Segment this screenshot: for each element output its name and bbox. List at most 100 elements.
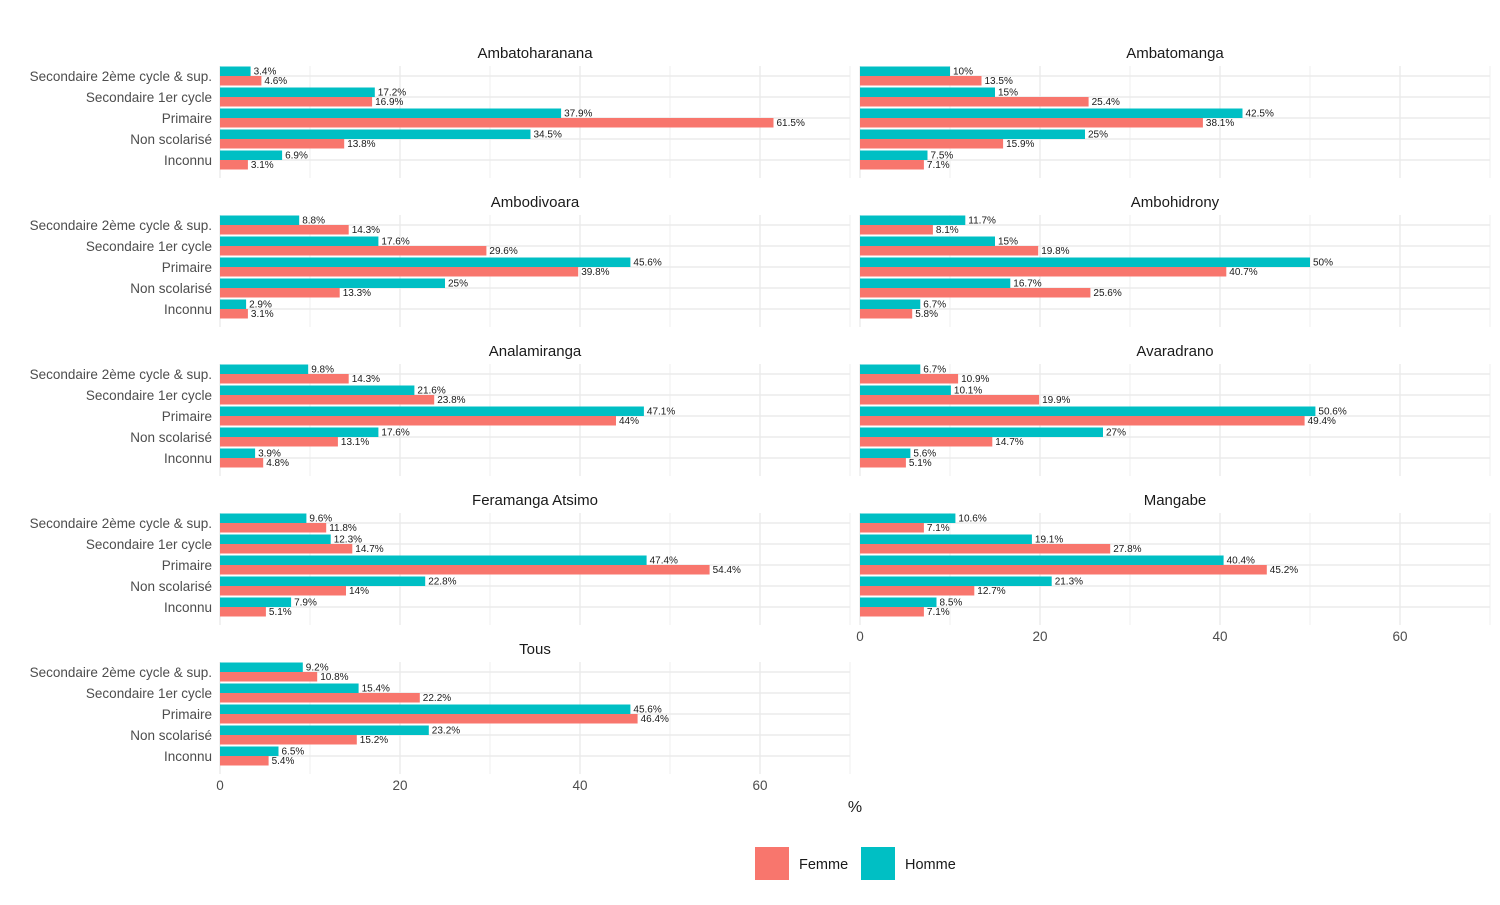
bar-femme <box>860 395 1040 405</box>
legend-label: Femme <box>799 857 848 873</box>
bar-homme <box>860 576 1052 586</box>
data-label: 11.8% <box>329 523 357 534</box>
bar-homme <box>860 278 1011 288</box>
data-label: 21.3% <box>1055 577 1083 588</box>
data-label: 17.2% <box>378 88 406 99</box>
bar-homme <box>220 236 379 246</box>
bar-femme <box>220 246 487 256</box>
category-label: Primaire <box>162 409 212 424</box>
bar-femme <box>220 714 638 724</box>
bar-femme <box>860 416 1305 426</box>
legend-swatch-homme <box>861 847 895 880</box>
data-label: 15.4% <box>362 684 390 695</box>
category-label: Secondaire 1er cycle <box>86 388 212 403</box>
category-label: Inconnu <box>164 600 212 615</box>
bar-homme <box>860 513 956 523</box>
data-label: 47.4% <box>650 556 678 567</box>
data-label: 12.3% <box>334 535 362 546</box>
data-label: 42.5% <box>1246 109 1274 120</box>
panel-title: Feramanga Atsimo <box>472 492 598 509</box>
x-tick-label: 0 <box>856 629 864 644</box>
data-label: 16.9% <box>375 97 403 108</box>
data-label: 61.5% <box>777 118 805 129</box>
data-label: 7.1% <box>927 523 950 534</box>
bar-femme <box>220 416 616 426</box>
bar-femme <box>220 267 579 277</box>
bar-femme <box>220 735 357 745</box>
bar-femme <box>860 76 982 86</box>
category-label: Secondaire 1er cycle <box>86 90 212 105</box>
bar-homme <box>220 215 300 225</box>
panel-title: Analamiranga <box>489 343 582 360</box>
data-label: 9.2% <box>306 663 329 674</box>
data-label: 19.1% <box>1035 535 1063 546</box>
bar-femme <box>220 672 318 682</box>
x-tick-label: 40 <box>572 778 587 793</box>
bar-femme <box>860 246 1039 256</box>
bar-femme <box>860 586 975 596</box>
data-label: 17.6% <box>381 428 409 439</box>
bar-homme <box>220 299 247 309</box>
bar-homme <box>860 215 966 225</box>
bar-homme <box>220 66 251 76</box>
bar-femme <box>220 118 774 128</box>
data-label: 4.6% <box>264 76 287 87</box>
category-label: Non scolarisé <box>130 728 212 743</box>
data-label: 45.6% <box>633 705 661 716</box>
legend-swatch-femme <box>755 847 789 880</box>
bar-homme <box>220 427 379 437</box>
bar-homme <box>220 108 562 118</box>
data-label: 10.8% <box>320 672 348 683</box>
category-label: Secondaire 2ème cycle & sup. <box>30 367 212 382</box>
bar-homme <box>860 129 1085 139</box>
bar-homme <box>860 108 1243 118</box>
bar-femme <box>860 139 1004 149</box>
bar-homme <box>860 427 1103 437</box>
data-label: 37.9% <box>564 109 592 120</box>
bar-homme <box>220 150 283 160</box>
bar-homme <box>860 597 937 607</box>
data-label: 44% <box>619 416 639 427</box>
bar-femme <box>220 309 248 319</box>
bar-homme <box>220 597 292 607</box>
data-label: 5.4% <box>272 756 295 767</box>
bar-femme <box>220 97 373 107</box>
category-label: Secondaire 1er cycle <box>86 537 212 552</box>
x-tick-label: 40 <box>1212 629 1227 644</box>
data-label: 9.8% <box>311 365 334 376</box>
bar-femme <box>220 160 248 170</box>
data-label: 7.1% <box>927 607 950 618</box>
bar-homme <box>860 448 911 458</box>
bar-femme <box>220 565 710 575</box>
bar-homme <box>860 257 1310 267</box>
bar-femme <box>220 395 435 405</box>
bar-homme <box>860 66 950 76</box>
data-label: 8.1% <box>936 225 959 236</box>
data-label: 14.3% <box>352 225 380 236</box>
data-label: 10.6% <box>958 514 986 525</box>
bar-femme <box>860 225 933 235</box>
data-label: 3.1% <box>251 309 274 320</box>
bar-femme <box>220 607 266 617</box>
bar-homme <box>220 448 256 458</box>
data-label: 13.5% <box>985 76 1013 87</box>
bar-homme <box>220 129 531 139</box>
bar-femme <box>220 225 349 235</box>
data-label: 50.6% <box>1318 407 1346 418</box>
data-label: 19.9% <box>1042 395 1070 406</box>
data-label: 3.1% <box>251 160 274 171</box>
x-tick-label: 60 <box>752 778 767 793</box>
data-label: 15.9% <box>1006 139 1034 150</box>
category-label: Primaire <box>162 707 212 722</box>
category-label: Primaire <box>162 558 212 573</box>
legend-label: Homme <box>905 857 956 873</box>
data-label: 13.1% <box>341 437 369 448</box>
data-label: 14.7% <box>995 437 1023 448</box>
panel-title: Tous <box>519 641 551 658</box>
category-label: Secondaire 2ème cycle & sup. <box>30 69 212 84</box>
category-label: Secondaire 2ème cycle & sup. <box>30 665 212 680</box>
data-label: 3.9% <box>258 449 281 460</box>
data-label: 13.3% <box>343 288 371 299</box>
panel-title: Avaradrano <box>1136 343 1213 360</box>
